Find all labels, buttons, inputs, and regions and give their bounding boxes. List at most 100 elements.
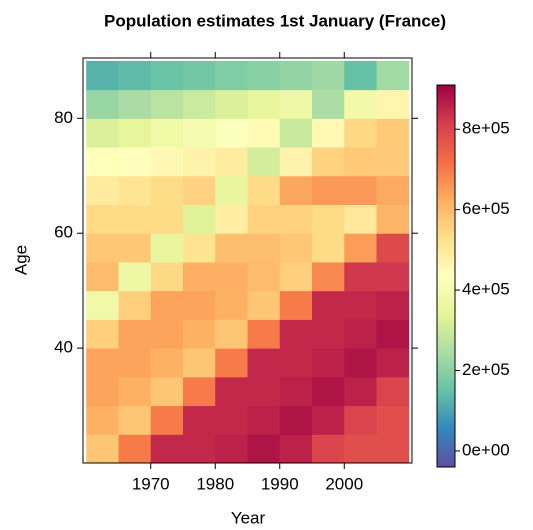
heat-cell (118, 319, 152, 349)
heat-cell (344, 89, 378, 119)
heat-cell (247, 290, 281, 320)
heat-cell (215, 290, 248, 320)
heat-cell (118, 434, 152, 464)
heat-cell (247, 319, 281, 349)
heat-cell (376, 204, 410, 234)
heat-cell (118, 89, 152, 119)
heat-cell (86, 290, 119, 320)
heat-cell (312, 405, 345, 435)
heat-cell (86, 118, 119, 148)
heat-cell (118, 405, 152, 435)
heat-cell (86, 376, 119, 407)
heat-cell (312, 175, 345, 205)
heat-cell (118, 376, 152, 407)
y-axis-label: Age (11, 245, 30, 275)
chart-title: Population estimates 1st January (France… (104, 11, 446, 30)
heat-cell (215, 261, 248, 292)
heat-cell (312, 233, 345, 263)
heat-cell (118, 147, 152, 177)
heat-cell (344, 405, 378, 435)
heat-cell (247, 118, 281, 148)
heat-cell (312, 319, 345, 349)
heat-cell (247, 434, 281, 464)
heat-cell (215, 376, 248, 407)
heat-cell (86, 319, 119, 349)
heat-cell (215, 319, 248, 349)
colorbar-tick-label: 2e+05 (462, 360, 510, 379)
heat-cell (344, 261, 378, 292)
heat-cell (215, 434, 248, 464)
heat-cell (215, 348, 248, 378)
heat-cell (182, 89, 216, 119)
heat-cell (182, 60, 216, 91)
heat-cell (150, 204, 184, 234)
heat-cell (182, 319, 216, 349)
heat-cell (182, 348, 216, 378)
y-tick-label: 40 (54, 338, 73, 357)
heat-cell (215, 60, 248, 91)
heat-cell (279, 60, 313, 91)
heatmap (86, 60, 410, 464)
heat-cell (215, 204, 248, 234)
heat-cell (279, 376, 313, 407)
heat-cell (150, 233, 184, 263)
heat-cell (312, 290, 345, 320)
x-tick-label: 2000 (325, 474, 363, 493)
heat-cell (279, 233, 313, 263)
heat-cell (279, 89, 313, 119)
heat-cell (215, 118, 248, 148)
heat-cell (150, 290, 184, 320)
heat-cell (86, 261, 119, 292)
heat-cell (279, 147, 313, 177)
colorbar-tick-label: 0e+00 (462, 440, 510, 459)
heat-cell (215, 405, 248, 435)
heat-cell (312, 434, 345, 464)
heat-cell (312, 261, 345, 292)
heat-cell (279, 405, 313, 435)
heat-cell (118, 261, 152, 292)
heat-cell (376, 233, 410, 263)
heat-cell (344, 147, 378, 177)
heat-cell (279, 118, 313, 148)
heat-cell (247, 204, 281, 234)
heat-cell (344, 204, 378, 234)
heat-cell (118, 233, 152, 263)
heat-cell (279, 175, 313, 205)
heat-cell (344, 60, 378, 91)
heat-cell (344, 233, 378, 263)
heat-cell (247, 261, 281, 292)
heat-cell (279, 290, 313, 320)
heat-cell (182, 261, 216, 292)
colorbar (436, 84, 456, 468)
heat-cell (118, 204, 152, 234)
heat-cell (86, 60, 119, 91)
heat-cell (150, 405, 184, 435)
heat-cell (376, 376, 410, 407)
heat-cell (376, 434, 410, 464)
heat-cell (215, 89, 248, 119)
heat-cell (86, 204, 119, 234)
heat-cell (247, 175, 281, 205)
heat-cell (279, 204, 313, 234)
heat-cell (150, 261, 184, 292)
heat-cell (279, 434, 313, 464)
heat-cell (376, 89, 410, 119)
heat-cell (86, 348, 119, 378)
heat-cell (86, 147, 119, 177)
heat-cell (118, 290, 152, 320)
heat-cell (150, 319, 184, 349)
heat-cell (182, 204, 216, 234)
heat-cell (376, 261, 410, 292)
heat-cell (376, 348, 410, 378)
heat-cell (86, 405, 119, 435)
heat-cell (376, 147, 410, 177)
heat-cell (344, 434, 378, 464)
heat-cell (182, 434, 216, 464)
heat-cell (376, 175, 410, 205)
heat-cell (182, 290, 216, 320)
heat-cell (247, 89, 281, 119)
heat-cell (182, 376, 216, 407)
heat-cell (182, 233, 216, 263)
heat-cell (150, 118, 184, 148)
